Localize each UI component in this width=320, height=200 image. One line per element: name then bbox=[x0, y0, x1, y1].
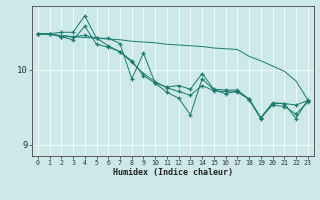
X-axis label: Humidex (Indice chaleur): Humidex (Indice chaleur) bbox=[113, 168, 233, 177]
